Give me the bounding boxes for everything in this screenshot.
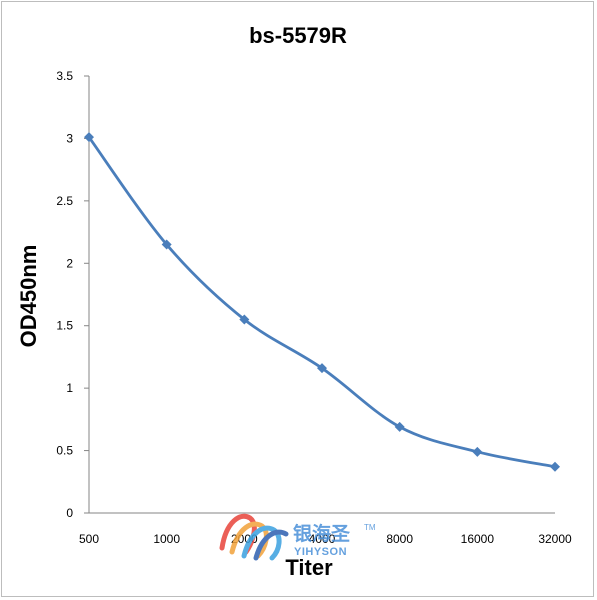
series-markers (84, 132, 560, 472)
y-tick-label: 1 (66, 381, 73, 395)
data-point-16000 (472, 446, 483, 457)
series-line (87, 135, 557, 469)
data-point-4000 (317, 363, 327, 374)
data-point-2000 (239, 314, 250, 325)
y-tick-label: 2 (66, 256, 73, 270)
y-tick-label: 3.5 (56, 69, 73, 83)
y-axis-title: OD450nm (16, 245, 41, 348)
logo-trademark: TM (364, 523, 376, 532)
logo-swoosh-blue (253, 529, 289, 561)
x-axis-title: Titer (285, 555, 333, 580)
yihyson-watermark-logo: 银海圣 TM YIHYSON (219, 514, 376, 561)
data-point-1000 (161, 239, 172, 250)
logo-swoosh-lightblue (241, 525, 282, 561)
x-tick-label: 32000 (538, 532, 572, 546)
y-tick-label: 3 (66, 131, 73, 145)
data-point-32000 (550, 461, 560, 472)
x-tick-label: 8000 (386, 532, 413, 546)
x-tick-label: 4000 (309, 532, 336, 546)
y-tick-label: 0.5 (56, 444, 73, 458)
x-tick-label: 1000 (153, 532, 180, 546)
x-tick-label: 16000 (461, 532, 495, 546)
y-tick-label: 0 (66, 506, 73, 520)
logo-english-text: YIHYSON (294, 546, 347, 558)
logo-swoosh-orange (229, 521, 269, 559)
chart-title: bs-5579R (249, 23, 347, 48)
data-point-8000 (394, 421, 405, 432)
y-tick-label: 1.5 (56, 319, 73, 333)
data-point-500 (84, 132, 94, 143)
y-axis-ticks: 0 0.5 1 1.5 2 2.5 3 3.5 (56, 69, 89, 520)
y-tick-label: 2.5 (56, 194, 73, 208)
logo-chinese-text: 银海圣 (293, 522, 351, 545)
x-tick-label: 500 (79, 532, 99, 546)
